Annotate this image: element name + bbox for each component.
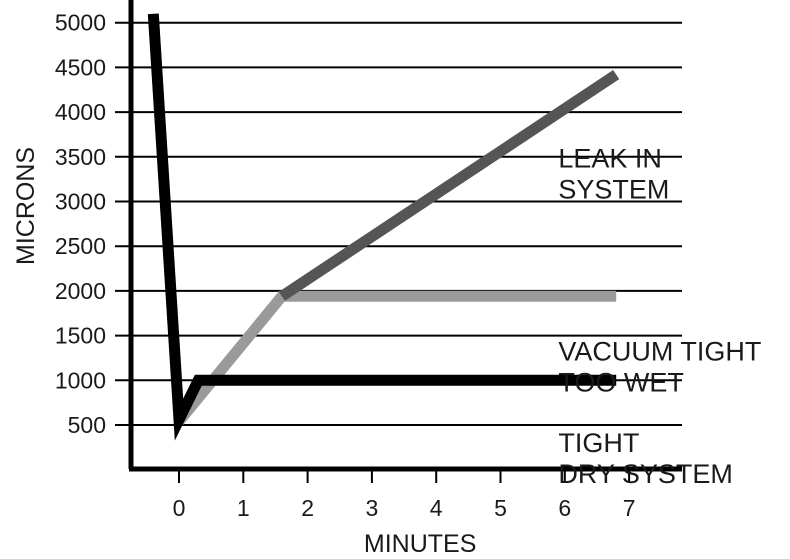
x-tick-label: 7 — [623, 495, 636, 521]
annotation-line: DRY SYSTEM — [558, 459, 733, 489]
y-tick-label: 4000 — [55, 99, 106, 125]
y-axis-title: MICRONS — [12, 147, 40, 265]
axes — [128, 0, 682, 483]
x-tick-label: 6 — [558, 495, 571, 521]
annotation-line: VACUUM TIGHT — [558, 337, 761, 367]
x-tick-label: 2 — [301, 495, 314, 521]
x-tick-label: 1 — [237, 495, 250, 521]
series-lines — [147, 13, 620, 441]
x-axis-title: MINUTES — [364, 530, 477, 558]
y-tick-label: 1000 — [55, 367, 106, 393]
annotation-line: SYSTEM — [558, 175, 669, 205]
tick-labels: 500 1000 1500 2000 2500 3000 3500 4000 4500 5000 0… — [55, 10, 636, 521]
x-tick-label: 4 — [430, 495, 443, 521]
annotation-label: TIGHT DRY SYSTEM — [558, 428, 733, 489]
y-tick-label: 500 — [68, 412, 106, 438]
annotation-line: TIGHT — [558, 428, 639, 458]
y-tick-label: 1500 — [55, 323, 106, 349]
annotation-line: LEAK IN — [558, 144, 662, 174]
y-tick-label: 4500 — [55, 54, 106, 80]
y-tick-label: 2000 — [55, 278, 106, 304]
series-line — [278, 70, 620, 301]
series-line — [174, 290, 617, 425]
series-line — [147, 13, 617, 441]
annotation-label: LEAK IN SYSTEM — [558, 144, 669, 205]
y-tick-label: 3500 — [55, 144, 106, 170]
x-tick-label: 0 — [173, 495, 186, 521]
annotations: LEAK IN SYSTEM VACUUM TIGHT TOO WET TIGHT DRY… — [558, 144, 761, 489]
x-tick-label: 5 — [494, 495, 507, 521]
annotation-line: TOO WET — [558, 368, 684, 398]
x-tick-label: 3 — [366, 495, 379, 521]
y-tick-label: 2500 — [55, 233, 106, 259]
y-tick-label: 5000 — [55, 10, 106, 36]
annotation-label: VACUUM TIGHT TOO WET — [558, 337, 761, 398]
y-tick-label: 3000 — [55, 189, 106, 215]
